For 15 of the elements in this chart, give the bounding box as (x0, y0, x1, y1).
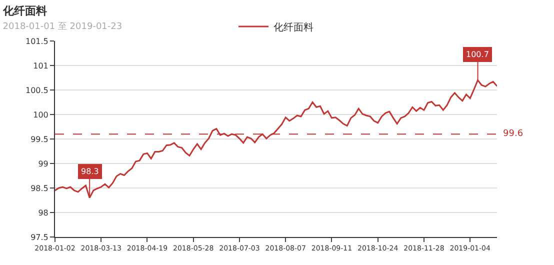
y-tick-label: 98 (38, 208, 48, 218)
chart-title: 化纤面料 (2, 4, 47, 18)
y-tick-label: 101 (33, 61, 48, 70)
legend-label: 化纤面料 (274, 21, 314, 34)
y-tick-label: 98.5 (30, 184, 48, 193)
annotation: 98.3 (81, 167, 99, 176)
annotation: 100.7 (466, 50, 489, 59)
chart-subtitle: 2018-01-01 至 2019-01-23 (2, 22, 122, 32)
y-tick-label: 99 (38, 159, 48, 168)
y-tick-label: 99.5 (30, 134, 48, 144)
y-tick-label: 97.5 (30, 232, 48, 242)
y-tick-label: 100.5 (25, 86, 48, 95)
y-tick-label: 100 (33, 110, 48, 120)
ref-line-label: 99.6 (503, 129, 524, 139)
y-tick-label: 101.5 (25, 36, 48, 46)
